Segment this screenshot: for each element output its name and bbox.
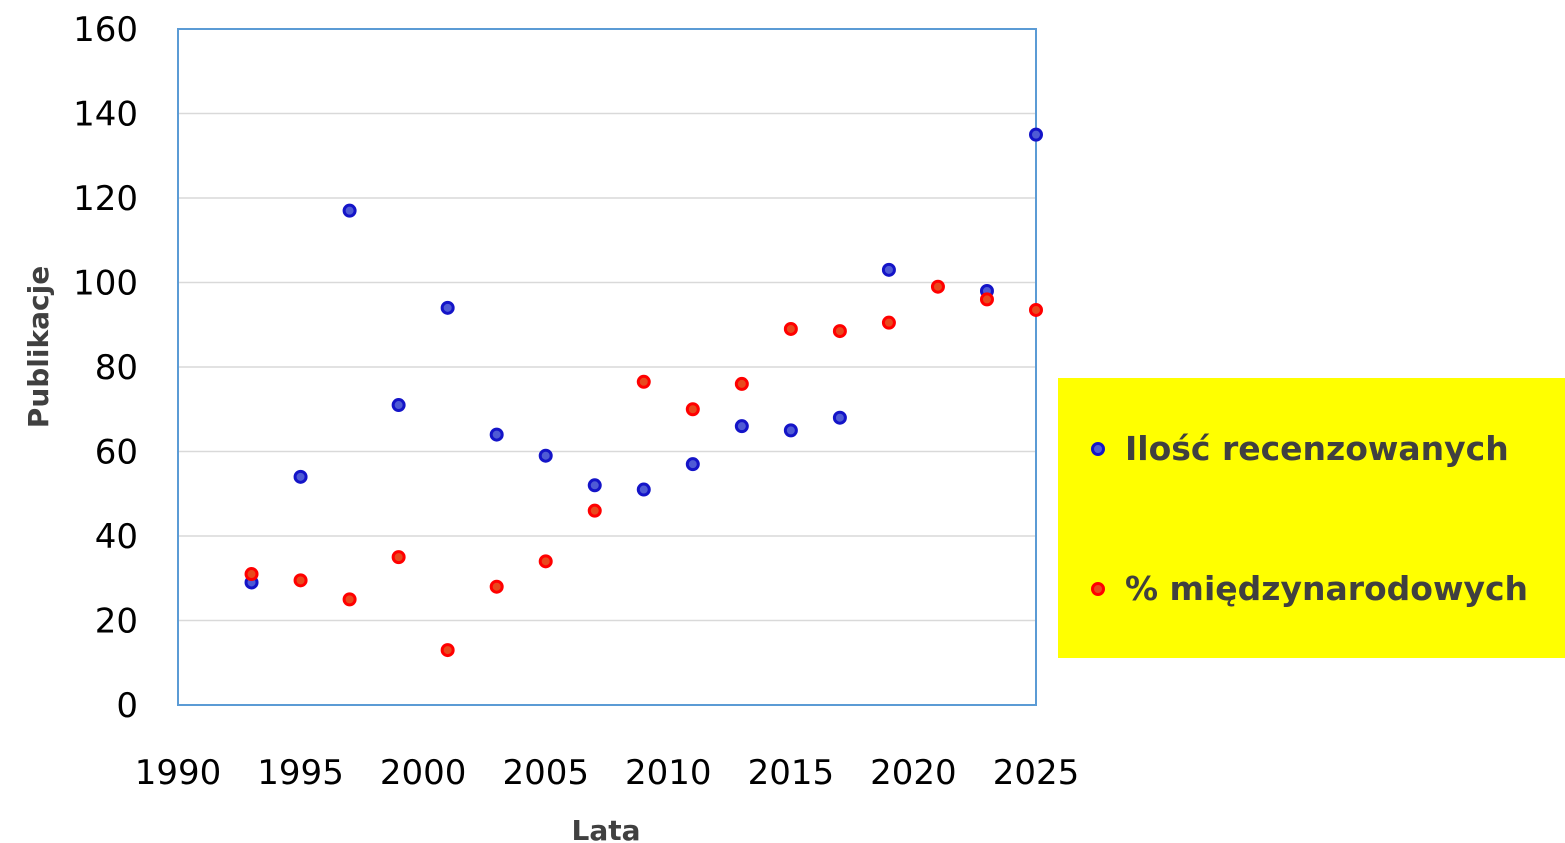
data-point [293, 469, 308, 484]
data-point [636, 482, 651, 497]
x-tick-label: 2025 [993, 753, 1080, 793]
data-point [538, 448, 553, 463]
y-tick-label: 60 [95, 433, 138, 473]
x-tick-label: 2010 [625, 753, 712, 793]
x-tick-label: 1990 [135, 753, 222, 793]
series-0 [244, 127, 1043, 590]
x-tick-label: 2005 [502, 753, 589, 793]
x-axis-title: Lata [571, 814, 640, 843]
data-point [293, 573, 308, 588]
data-point [832, 410, 847, 425]
x-tick-label: 1995 [257, 753, 344, 793]
data-point [930, 279, 945, 294]
data-point [685, 402, 700, 417]
data-point [832, 324, 847, 339]
data-point [489, 427, 504, 442]
data-point [636, 374, 651, 389]
data-points [244, 127, 1043, 658]
data-point [979, 292, 994, 307]
legend-label-ilosc-recenzowanych: Ilość recenzowanych [1125, 429, 1509, 468]
data-point [440, 300, 455, 315]
data-point [881, 262, 896, 277]
data-point [538, 554, 553, 569]
y-tick-label: 20 [95, 602, 138, 642]
x-tick-label: 2020 [870, 753, 957, 793]
legend-marker-ilosc-recenzowanych [1091, 442, 1105, 456]
legend-box [1058, 378, 1565, 658]
data-point [734, 376, 749, 391]
x-tick-label: 2015 [748, 753, 835, 793]
y-tick-label: 80 [95, 348, 138, 388]
data-point [440, 643, 455, 658]
y-tick-label: 160 [73, 10, 138, 50]
y-tick-label: 0 [116, 686, 138, 726]
legend-label-procent-miedzynarodowych: % międzynarodowych [1125, 569, 1528, 608]
gridlines [178, 112, 1036, 622]
data-point [391, 550, 406, 565]
legend-marker-procent-miedzynarodowych [1091, 582, 1105, 596]
y-tick-label: 120 [73, 179, 138, 219]
data-point [342, 203, 357, 218]
y-tick-label: 100 [73, 264, 138, 304]
data-point [783, 321, 798, 336]
data-point [881, 315, 896, 330]
x-axis-tick-labels: 1990 1995 2000 2005 2010 2015 2020 2025 [135, 753, 1080, 793]
legend: Ilość recenzowanych % międzynarodowych [1058, 378, 1565, 658]
y-tick-label: 40 [95, 517, 138, 557]
data-point [783, 423, 798, 438]
data-point [685, 457, 700, 472]
data-point [1029, 302, 1043, 317]
data-point [244, 567, 259, 582]
plot-area [177, 28, 1037, 706]
data-point [734, 419, 749, 434]
y-axis-title: Publikacje [22, 266, 55, 428]
data-point [391, 398, 406, 413]
series-1 [244, 279, 1043, 658]
data-point [342, 592, 357, 607]
data-point [587, 503, 602, 518]
data-point [1029, 127, 1043, 142]
data-point [489, 579, 504, 594]
y-axis-tick-labels: 0 20 40 60 80 100 120 140 160 [73, 10, 138, 726]
x-tick-label: 2000 [380, 753, 467, 793]
data-point [587, 478, 602, 493]
y-tick-label: 140 [73, 95, 138, 135]
